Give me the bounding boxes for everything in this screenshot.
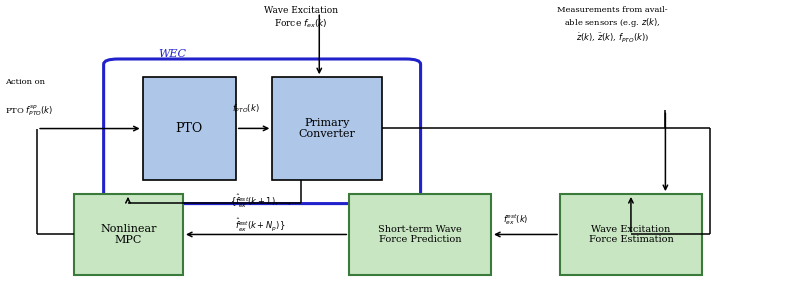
Text: $f_{ex}^{est}(k)$: $f_{ex}^{est}(k)$ [503,212,528,227]
Text: Action on: Action on [5,77,45,86]
Text: Nonlinear
MPC: Nonlinear MPC [100,224,157,245]
FancyBboxPatch shape [349,194,491,275]
FancyBboxPatch shape [143,77,235,180]
Text: Primary
Converter: Primary Converter [298,118,355,139]
Text: $\hat{f}_{ex}^{est}(k+N_p)\}$: $\hat{f}_{ex}^{est}(k+N_p)\}$ [234,216,285,233]
Text: $f_{PTO}(k)$: $f_{PTO}(k)$ [231,102,259,115]
Text: $\{\hat{f}_{ex}^{est}(k+1),\ldots,$: $\{\hat{f}_{ex}^{est}(k+1),\ldots,$ [230,193,290,210]
Text: PTO $f_{PTO}^{sp}(k)$: PTO $f_{PTO}^{sp}(k)$ [5,103,53,118]
Text: Measurements from avail-
able sensors (e.g. $z(k)$,
$\dot{z}(k)$, $\ddot{z}(k)$,: Measurements from avail- able sensors (e… [556,6,667,44]
Text: Wave Excitation
Force Estimation: Wave Excitation Force Estimation [588,225,672,244]
FancyBboxPatch shape [272,77,381,180]
Text: WEC: WEC [159,49,187,59]
Text: Short-term Wave
Force Prediction: Short-term Wave Force Prediction [378,225,461,244]
FancyBboxPatch shape [74,194,182,275]
FancyBboxPatch shape [560,194,701,275]
Text: PTO: PTO [175,122,203,135]
Text: Wave Excitation
Force $f_{ex}(k)$: Wave Excitation Force $f_{ex}(k)$ [264,6,337,30]
